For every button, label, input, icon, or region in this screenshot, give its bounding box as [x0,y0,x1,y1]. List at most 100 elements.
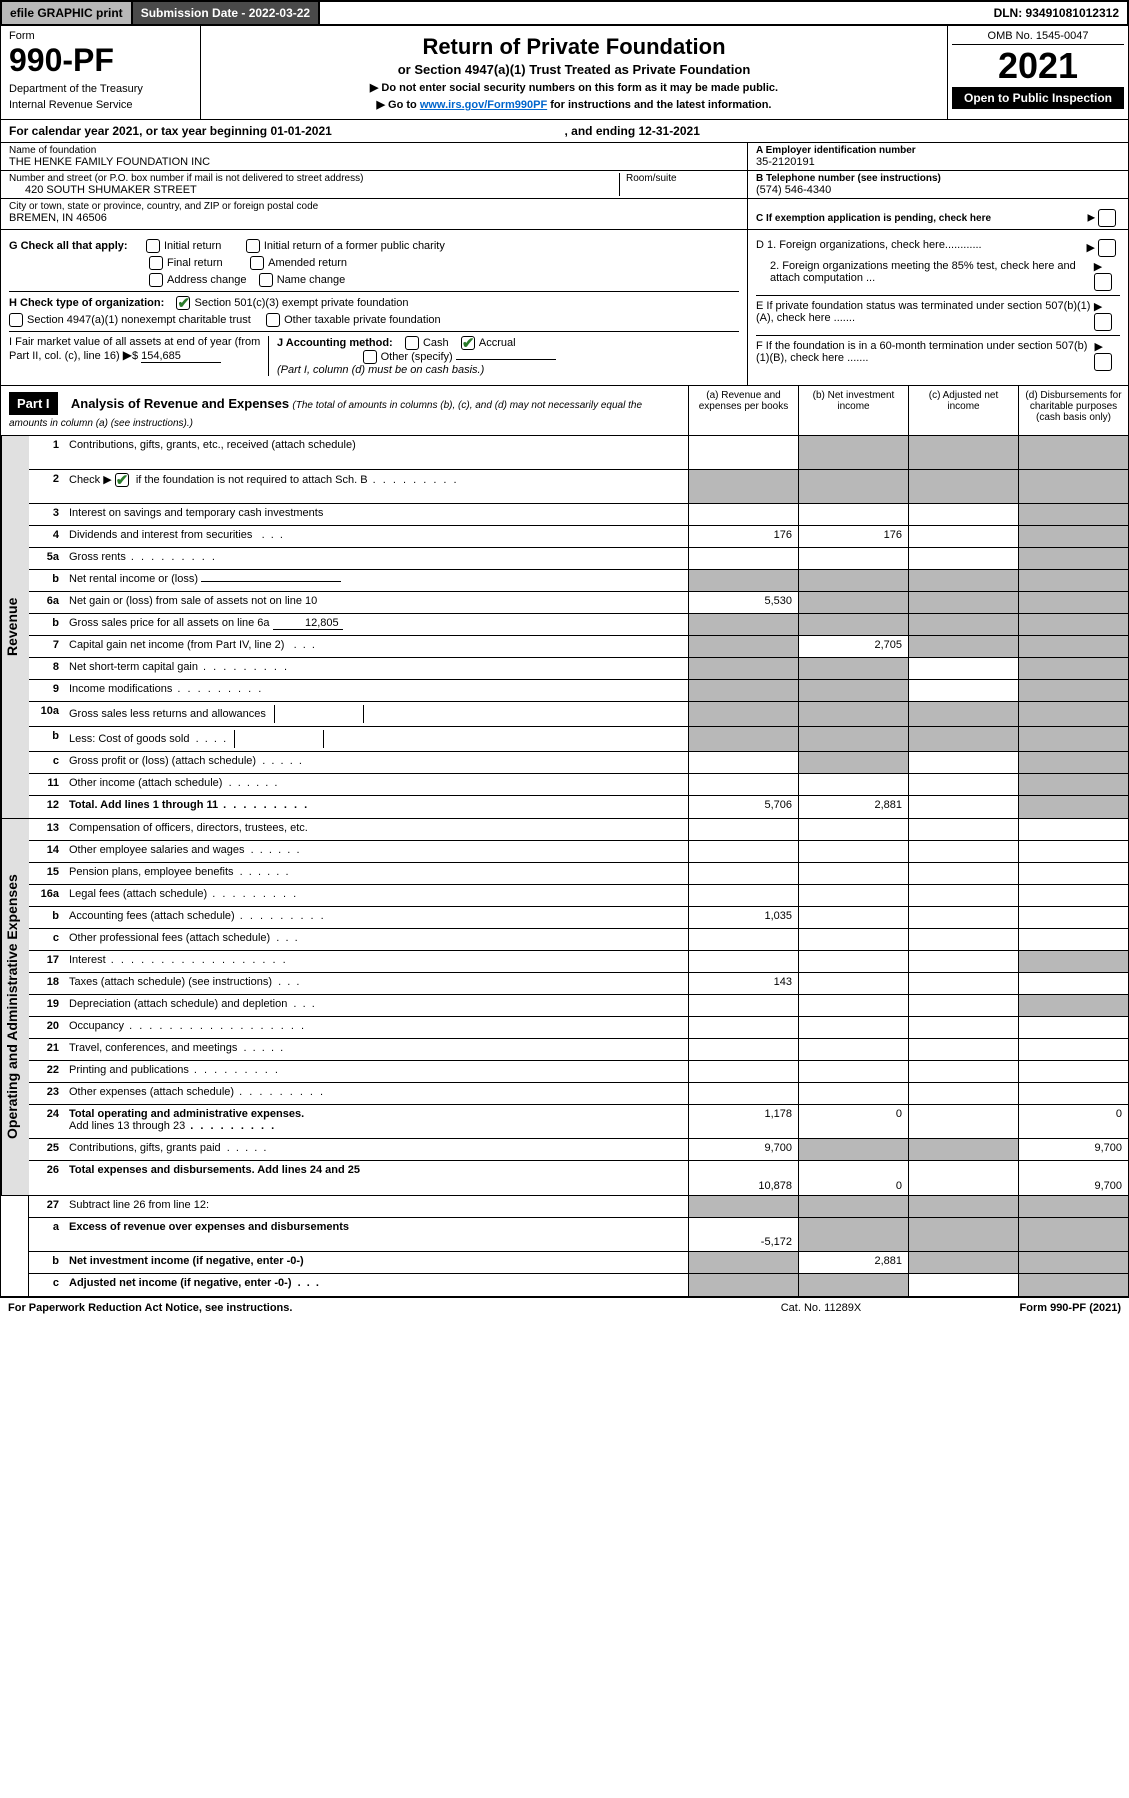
other-taxable-checkbox[interactable] [266,313,280,327]
c22d [1018,1061,1128,1082]
col-a-header: (a) Revenue and expenses per books [688,386,798,435]
line-4: 4Dividends and interest from securities … [29,526,1128,548]
exemption-checkbox[interactable] [1098,209,1116,227]
c9a [688,680,798,701]
c27ba [688,1252,798,1273]
ln-23: 23 [29,1083,65,1104]
initial-public-checkbox[interactable] [246,239,260,253]
c27bb: 2,881 [798,1252,908,1273]
schb-checkbox[interactable] [115,473,129,487]
section-g-thru-f: G Check all that apply: Initial return I… [0,230,1129,386]
e-checkbox[interactable] [1094,313,1112,331]
desc-23: Other expenses (attach schedule) [65,1083,688,1104]
desc-21: Travel, conferences, and meetings . . . … [65,1039,688,1060]
c27bc [908,1252,1018,1273]
c13d [1018,819,1128,840]
c18c [908,973,1018,994]
h-label: H Check type of organization: [9,297,164,309]
line-22: 22Printing and publications [29,1061,1128,1083]
c3b [798,504,908,525]
ein-value: 35-2120191 [756,156,1120,168]
c6bc [908,614,1018,635]
c27cc [908,1274,1018,1296]
form-subtitle: or Section 4947(a)(1) Trust Treated as P… [209,62,939,77]
c16ca [688,929,798,950]
g-row-2: Final return Amended return [9,256,739,270]
line-14: 14Other employee salaries and wages . . … [29,841,1128,863]
desc-25: Contributions, gifts, grants paid . . . … [65,1139,688,1160]
c27aa: -5,172 [688,1218,798,1251]
ln-10c: c [29,752,65,773]
accrual-checkbox[interactable] [461,336,475,350]
ln-6b: b [29,614,65,635]
c27ad [1018,1218,1128,1251]
d1-checkbox[interactable] [1098,239,1116,257]
c6bd [1018,614,1128,635]
line-7: 7Capital gain net income (from Part IV, … [29,636,1128,658]
line-19: 19Depreciation (attach schedule) and dep… [29,995,1128,1017]
form-header: Form 990-PF Department of the Treasury I… [0,26,1129,120]
c19d [1018,995,1128,1016]
g-right-column: D 1. Foreign organizations, check here..… [748,230,1128,385]
col-c-header: (c) Adjusted net income [908,386,1018,435]
final-return-checkbox[interactable] [149,256,163,270]
foundation-name-cell: Name of foundation THE HENKE FAMILY FOUN… [1,143,747,171]
part1-badge: Part I [9,392,58,415]
part1-label-cell: Part I Analysis of Revenue and Expenses … [1,386,688,435]
line-26: 26Total expenses and disbursements. Add … [29,1161,1128,1195]
f-checkbox[interactable] [1094,353,1112,371]
line-16c: cOther professional fees (attach schedul… [29,929,1128,951]
line-16a: 16aLegal fees (attach schedule) [29,885,1128,907]
ln-9: 9 [29,680,65,701]
ln-16b: b [29,907,65,928]
form-title: Return of Private Foundation [209,34,939,60]
d1-row: D 1. Foreign organizations, check here..… [756,239,1120,257]
c26b: 0 [798,1161,908,1195]
c16ad [1018,885,1128,906]
c10bb [798,727,908,751]
amended-return-checkbox[interactable] [250,256,264,270]
exemption-cell: C If exemption application is pending, c… [748,199,1128,229]
h1-label: Section 501(c)(3) exempt private foundat… [194,297,408,309]
address-change-checkbox[interactable] [149,273,163,287]
c12d [1018,796,1128,818]
c10bd [1018,727,1128,751]
c16ba: 1,035 [688,907,798,928]
cash-checkbox[interactable] [405,336,419,350]
c18a: 143 [688,973,798,994]
efile-print-button[interactable]: efile GRAPHIC print [2,2,133,24]
c16bc [908,907,1018,928]
phone-value: (574) 546-4340 [756,184,1120,196]
c16ab [798,885,908,906]
g-opt-4: Amended return [268,257,347,269]
c6ad [1018,592,1128,613]
c8a [688,658,798,679]
irs-link[interactable]: www.irs.gov/Form990PF [420,99,547,111]
d2-row: 2. Foreign organizations meeting the 85%… [756,260,1120,291]
line-9: 9Income modifications [29,680,1128,702]
line27-rows: 27Subtract line 26 from line 12: aExcess… [29,1196,1128,1296]
desc-6b: Gross sales price for all assets on line… [65,614,688,635]
initial-return-checkbox[interactable] [146,239,160,253]
c4d [1018,526,1128,547]
desc-10b: Less: Cost of goods sold . . . . [65,727,688,751]
c17d [1018,951,1128,972]
e-label: E If private foundation status was termi… [756,300,1094,331]
c23d [1018,1083,1128,1104]
d2-checkbox[interactable] [1094,273,1112,291]
address-row: Number and street (or P.O. box number if… [1,171,747,199]
desc-5b: Net rental income or (loss) [65,570,688,591]
cal-begin: For calendar year 2021, or tax year begi… [9,124,565,138]
c25d: 9,700 [1018,1139,1128,1160]
name-change-checkbox[interactable] [259,273,273,287]
j-block: J Accounting method: Cash Accrual Other … [269,336,739,376]
501c3-checkbox[interactable] [176,296,190,310]
c13b [798,819,908,840]
g-opt-0: Initial return [164,240,221,252]
other-method-checkbox[interactable] [363,350,377,364]
ln-14: 14 [29,841,65,862]
4947-checkbox[interactable] [9,313,23,327]
c5bb [798,570,908,591]
j-label: J Accounting method: [277,337,393,349]
c20c [908,1017,1018,1038]
